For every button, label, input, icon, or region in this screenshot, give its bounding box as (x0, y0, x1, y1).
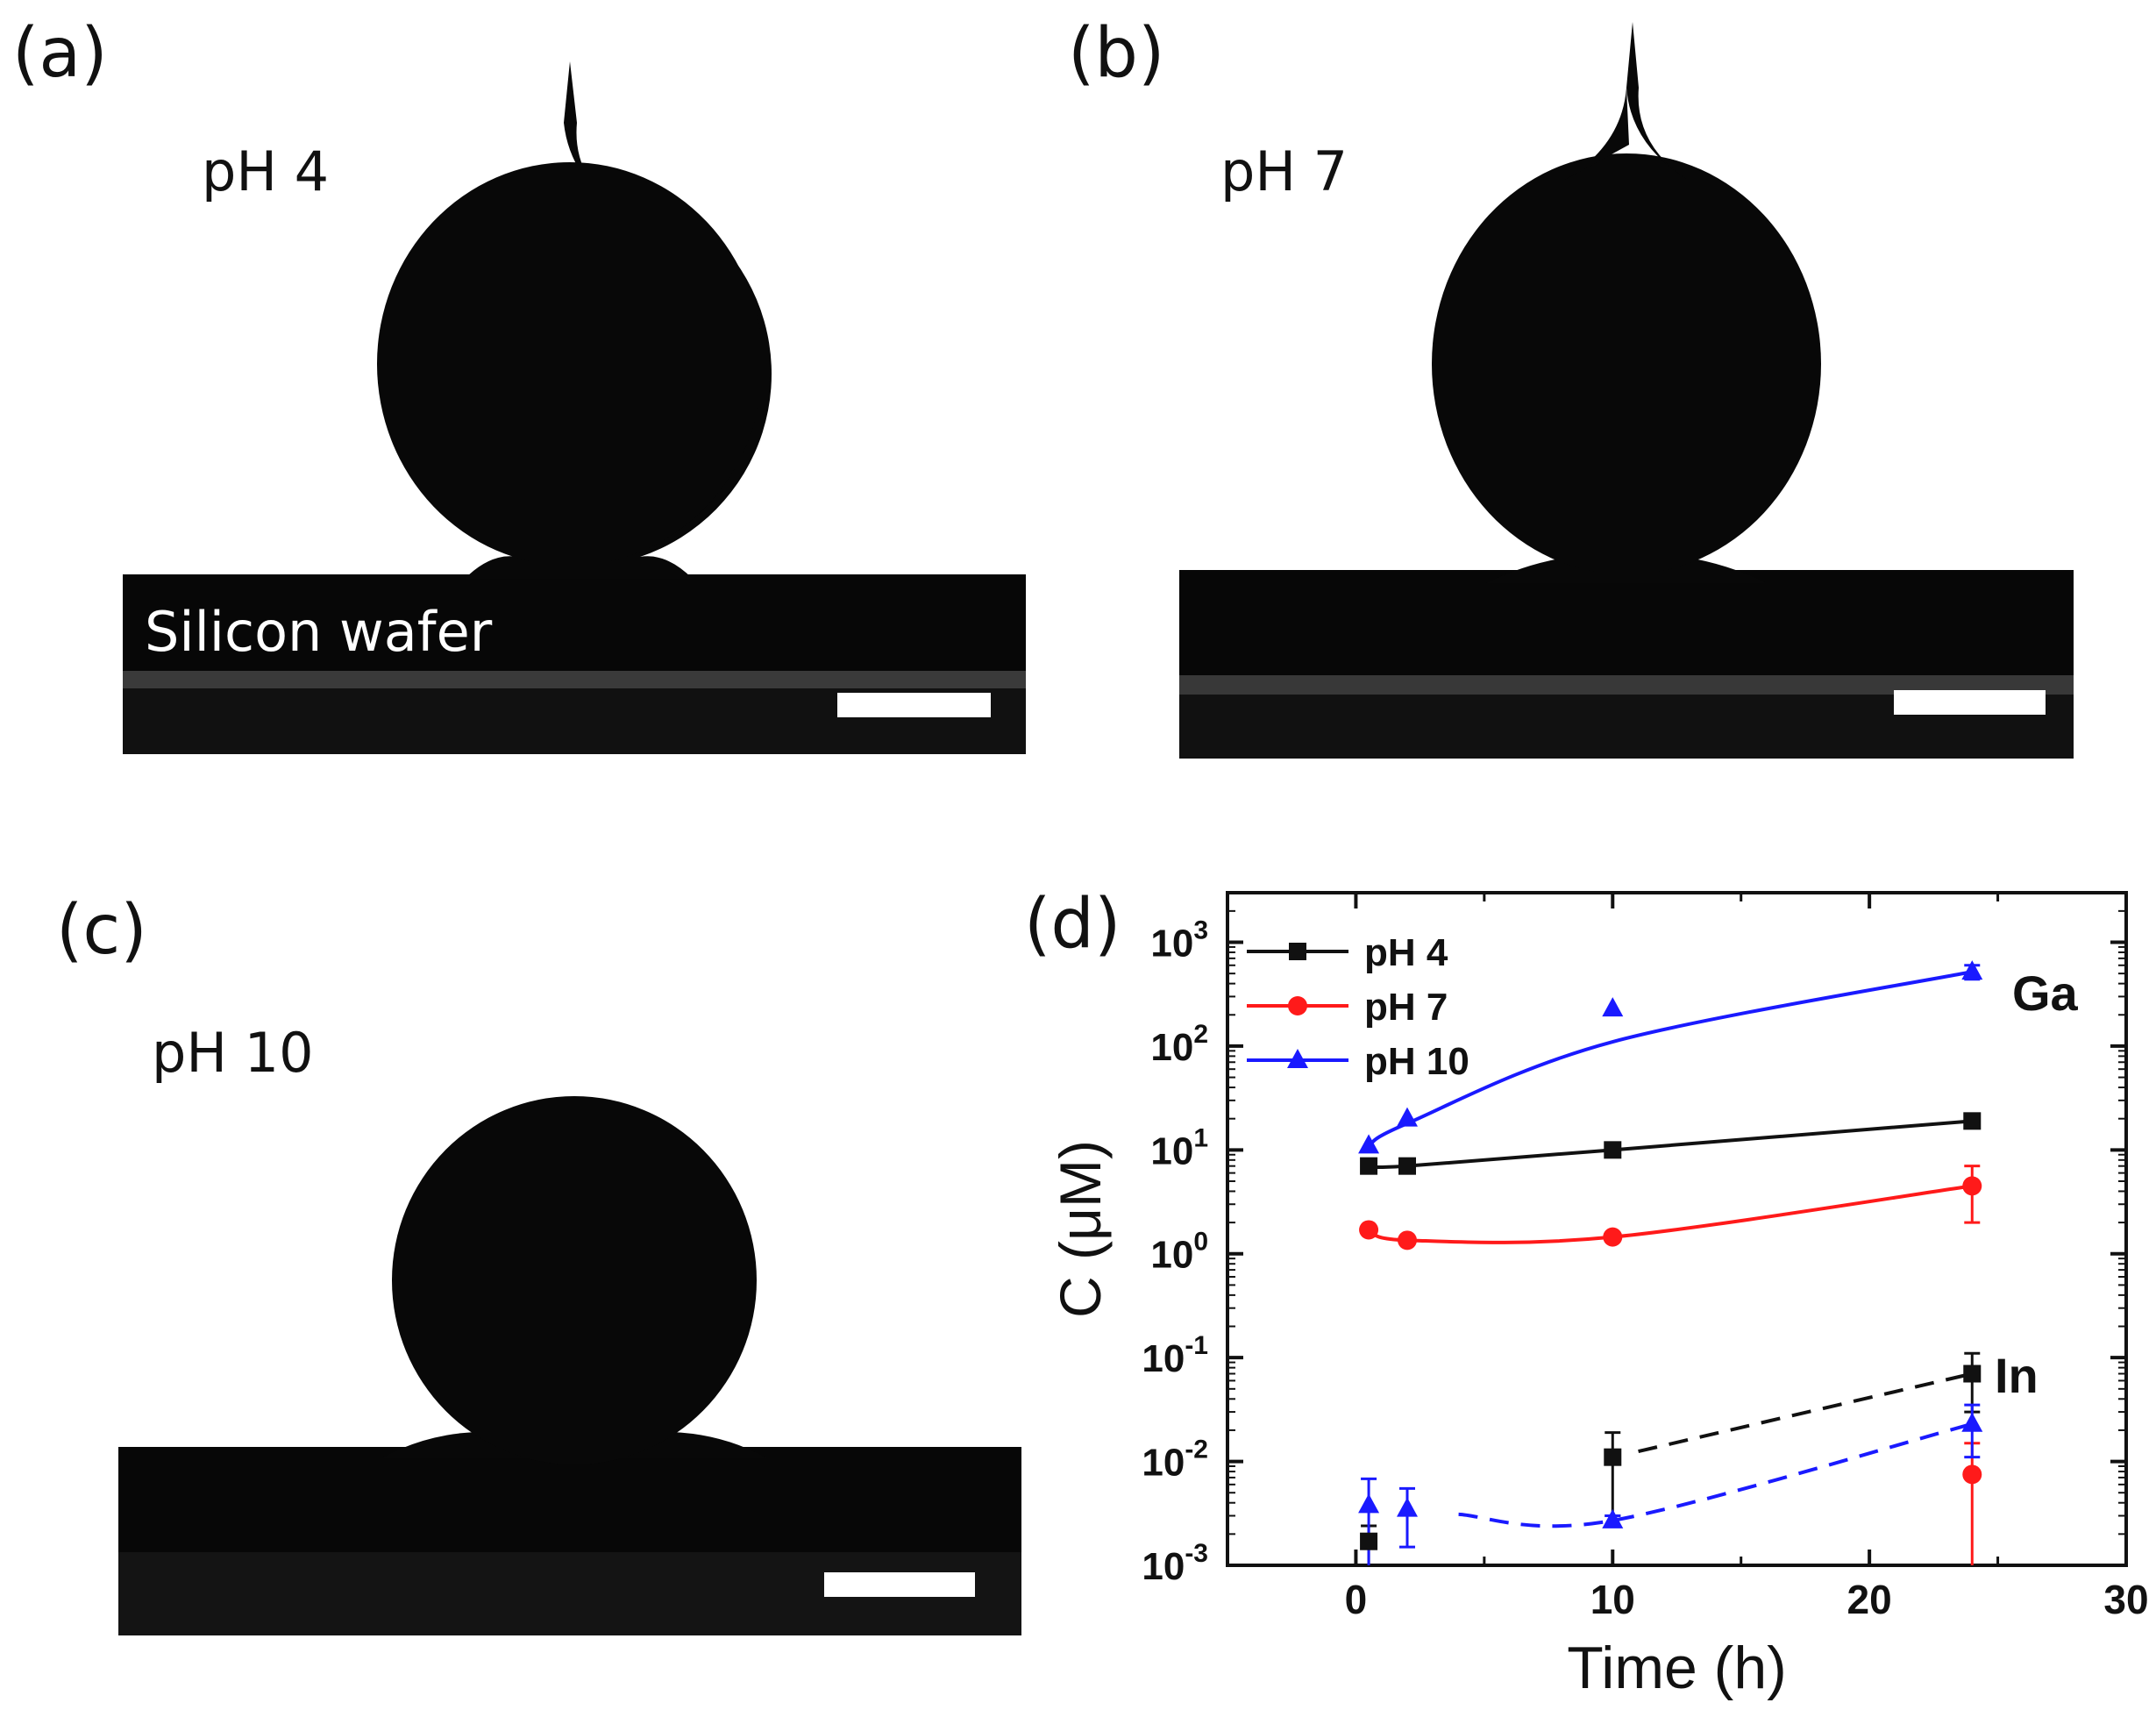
legend-label-ph7: pH 7 (1364, 986, 1448, 1029)
plot-frame (1226, 891, 2128, 1567)
annotation-in: In (1995, 1348, 2039, 1403)
droplet-photo-ph4 (123, 61, 1026, 754)
droplet-photo-ph10 (118, 1096, 1021, 1635)
data-point-ga-ph10 (1397, 1107, 1418, 1127)
data-point-in-ph4 (1360, 1532, 1378, 1550)
y-axis-label: C (μM) (1048, 1140, 1113, 1318)
droplet-photo-ph7 (1179, 22, 2074, 759)
data-point-ga-ph4 (1360, 1157, 1378, 1175)
data-point-ga-ph7 (1962, 1176, 1982, 1196)
x-tick-label: 20 (1847, 1577, 1892, 1622)
x-tick-label: 10 (1590, 1577, 1635, 1622)
y-tick-label: 100 (1150, 1228, 1208, 1277)
data-point-ga-ph7 (1603, 1227, 1623, 1247)
data-point-in-ph10 (1961, 1412, 1983, 1432)
data-point-in-ph4 (1604, 1448, 1622, 1466)
annotation-ga: Ga (2012, 965, 2079, 1021)
data-point-ga-ph10 (1961, 960, 1983, 980)
y-tick-label: 10-2 (1142, 1436, 1208, 1485)
data-point-ga-ph7 (1359, 1220, 1379, 1240)
legend-label-ph10: pH 10 (1364, 1040, 1469, 1083)
x-axis-label: Time (h) (1567, 1635, 1787, 1701)
ph-label-b: pH 7 (1220, 139, 1348, 203)
panel-label-d: (d) (1024, 885, 1121, 964)
legend-marker-ph7 (1288, 996, 1307, 1015)
y-tick-label: 10-3 (1142, 1539, 1208, 1588)
data-point-ga-ph7 (1398, 1230, 1417, 1250)
y-tick-label: 103 (1150, 916, 1208, 965)
data-point-ga-ph4 (1963, 1112, 1982, 1130)
y-tick-label: 102 (1150, 1020, 1208, 1069)
data-point-in-ph10 (1358, 1493, 1380, 1514)
panel-label-a: (a) (12, 14, 108, 93)
data-point-ga-ph4 (1398, 1157, 1416, 1175)
data-point-ga-ph10 (1602, 997, 1624, 1017)
fit-line-in-ph10 (1458, 1421, 1973, 1528)
ph-label-a: pH 4 (202, 139, 330, 203)
x-tick-label: 30 (2103, 1577, 2148, 1622)
data-point-in-ph10 (1397, 1497, 1418, 1517)
ph-label-c: pH 10 (152, 1021, 314, 1085)
data-point-in-ph4 (1963, 1364, 1982, 1383)
y-tick-label: 10-1 (1142, 1331, 1208, 1380)
fit-line-in-ph4 (1638, 1372, 1973, 1454)
substrate-label: Silicon wafer (145, 600, 493, 664)
data-point-ga-ph10 (1358, 1134, 1380, 1154)
x-tick-label: 0 (1345, 1577, 1368, 1622)
legend-marker-ph10 (1287, 1049, 1308, 1068)
fit-line-ga-ph4 (1368, 1119, 1973, 1170)
fit-line-ga-ph7 (1368, 1184, 1973, 1244)
fit-line-ga-ph10 (1367, 970, 1973, 1148)
panel-label-c: (c) (56, 891, 147, 970)
legend-marker-ph4 (1289, 943, 1306, 960)
data-point-in-ph7 (1962, 1464, 1982, 1485)
data-point-ga-ph4 (1604, 1141, 1622, 1159)
panel-label-b: (b) (1068, 14, 1165, 93)
y-tick-label: 101 (1150, 1123, 1208, 1172)
data-point-in-ph10 (1602, 1508, 1624, 1528)
legend-label-ph4: pH 4 (1364, 931, 1448, 974)
